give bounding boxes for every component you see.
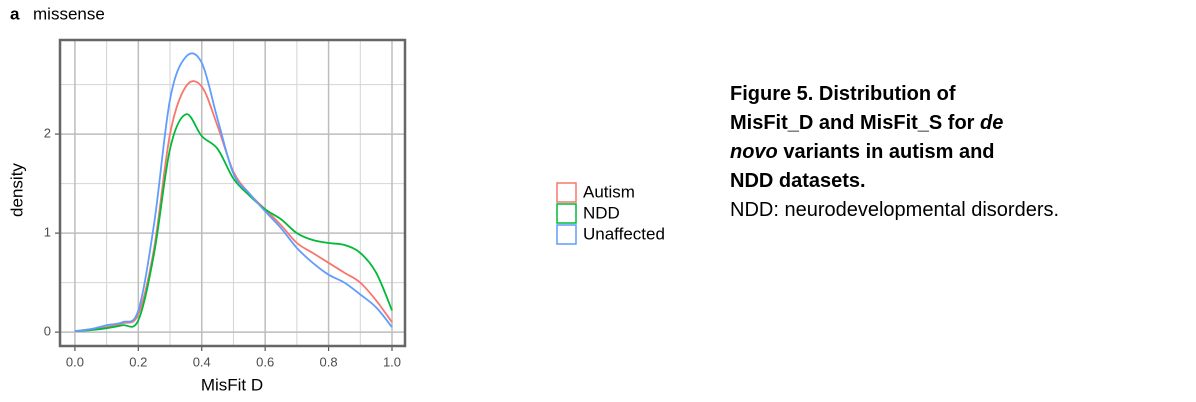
chart: a missense MisFit D density 0.0 0.2 0.4 0.6… xyxy=(7,4,665,394)
x-tick-label: 0.6 xyxy=(256,354,274,369)
x-tick-label: 0.4 xyxy=(193,354,211,369)
chart-title: missense xyxy=(33,4,105,23)
panel-label: a xyxy=(10,4,20,23)
plot-border xyxy=(58,38,407,348)
density-line xyxy=(74,113,393,333)
y-tick-label: 2 xyxy=(44,126,51,141)
y-axis-label: density xyxy=(7,163,26,217)
legend-label: Unaffected xyxy=(583,224,665,243)
caption: Figure 5. Distribution of MisFit_D and M… xyxy=(730,80,1060,225)
x-axis-label: MisFit D xyxy=(201,375,263,394)
caption-title-part: variants in autism and NDD datasets. xyxy=(730,141,995,192)
y-tick-label: 1 xyxy=(44,225,51,240)
density-line xyxy=(74,52,393,333)
caption-title: Figure 5. Distribution of MisFit_D and M… xyxy=(730,80,1005,196)
x-tick-label: 1.0 xyxy=(383,354,401,369)
caption-title-part: Figure 5. Distribution of MisFit_D and M… xyxy=(730,83,981,134)
legend-key xyxy=(556,182,577,203)
x-tick-label: 0.8 xyxy=(320,354,338,369)
y-tick-label: 0 xyxy=(44,324,51,339)
x-tick-label: 0.0 xyxy=(66,354,84,369)
legend-label: Autism xyxy=(583,182,635,201)
legend-key xyxy=(556,224,577,245)
legend-key xyxy=(556,203,577,224)
legend-label: NDD xyxy=(583,203,620,222)
x-tick-label: 0.2 xyxy=(129,354,147,369)
caption-title-italic: de novo xyxy=(730,112,1004,163)
caption-text: NDD: neurodevelopmental disorders. xyxy=(730,199,1060,221)
